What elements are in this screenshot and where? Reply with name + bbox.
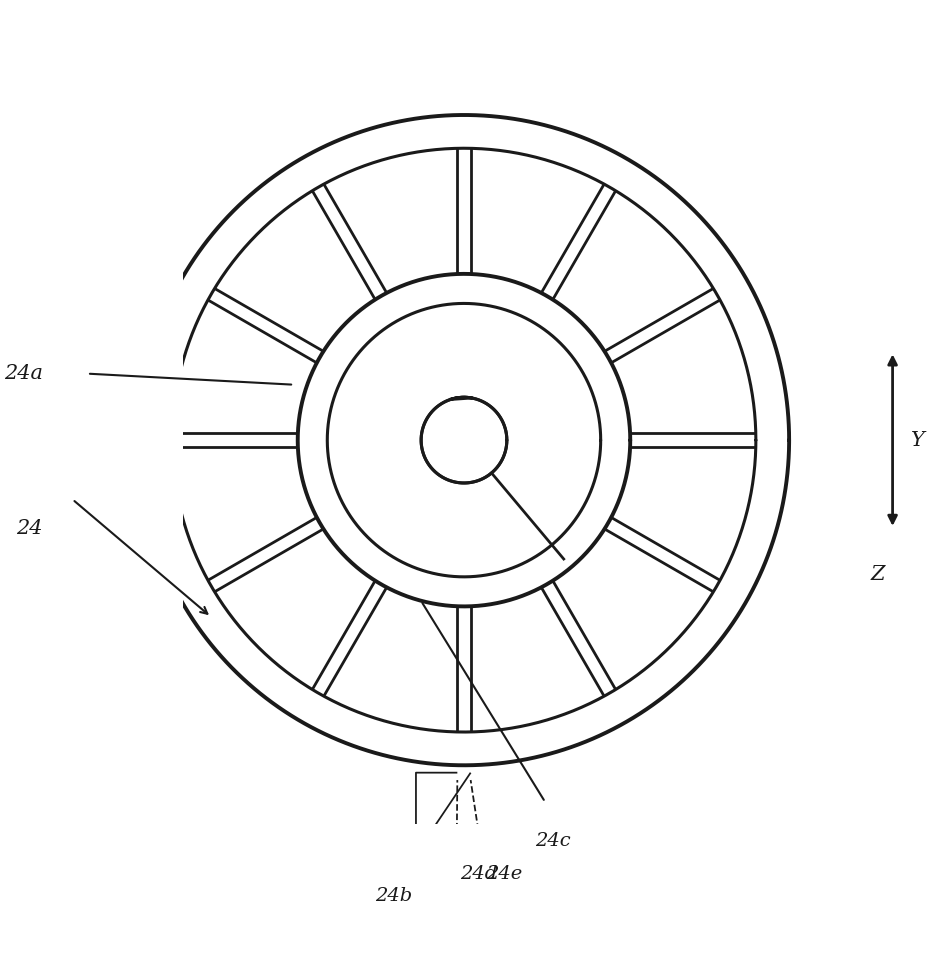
Text: Z: Z [870,566,885,584]
Text: Y: Y [911,431,925,449]
Text: 24d: 24d [460,865,498,883]
Text: 24: 24 [16,520,43,538]
Text: 24e: 24e [487,865,523,883]
Text: 24a: 24a [4,364,43,383]
Text: 24b: 24b [375,887,412,905]
Text: 24c: 24c [535,832,570,850]
